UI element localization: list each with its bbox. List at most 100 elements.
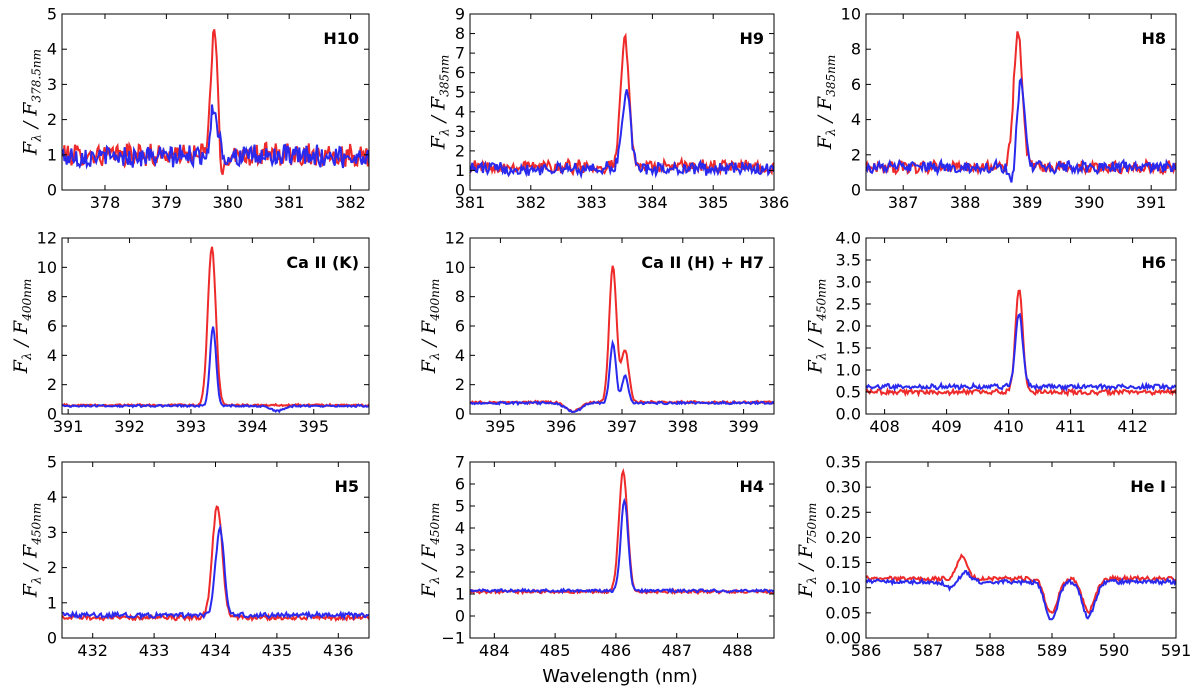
- y-tick-label: 3: [455, 122, 465, 141]
- y-axis-label: Fλ / F450nm: [20, 503, 44, 598]
- y-tick-label: 0: [851, 181, 861, 200]
- x-tick-label: 386: [759, 193, 790, 212]
- panel-label: H6: [1141, 253, 1166, 272]
- panel-3: 387 388 389 390 391 0 2 4 6 8 10 H8 Fλ / F385nm: [814, 5, 1177, 212]
- y-tick-label: 1: [455, 161, 465, 180]
- axes-frame: [469, 13, 775, 191]
- x-tick-label: 488: [722, 641, 753, 660]
- y-axis-label: Fλ / F400nm: [418, 279, 442, 374]
- y-tick-label: 1: [455, 585, 465, 604]
- x-tick-label: 432: [77, 641, 108, 660]
- x-tick-label: 487: [661, 641, 692, 660]
- y-tick-label: 3: [455, 541, 465, 560]
- series-line-red: [470, 265, 774, 414]
- panel-6: 408 409 410 411 412 0.0 0.5 1.0 1.5 2.0 2.5 3.0 3.5 4…: [805, 229, 1177, 436]
- panel-label: He I: [1130, 477, 1166, 496]
- y-tick-label: 5: [455, 497, 465, 516]
- y-tick-label: 8: [455, 287, 465, 306]
- y-tick-label: 3.5: [836, 251, 861, 270]
- x-tick-label: 390: [1074, 193, 1105, 212]
- panel-4: 391 392 393 394 395 0 2 4 6 8 10 12 Ca II (K) Fλ / F4…: [10, 229, 370, 436]
- x-tick-label: 393: [176, 417, 207, 436]
- y-axis-label: Fλ / F385nm: [428, 55, 452, 150]
- panel-label: H10: [323, 29, 359, 48]
- y-tick-label: 1.0: [836, 361, 861, 380]
- x-tick-label: 392: [114, 417, 145, 436]
- x-tick-label: 398: [668, 417, 699, 436]
- x-tick-label: 588: [975, 641, 1006, 660]
- y-tick-label: 2: [851, 145, 861, 164]
- x-tick-label: 591: [1161, 641, 1192, 660]
- x-tick-label: 382: [335, 193, 366, 212]
- x-tick-label: 486: [601, 641, 632, 660]
- y-tick-label: 0: [455, 607, 465, 626]
- x-tick-label: 378: [90, 193, 121, 212]
- x-tick-label: 379: [151, 193, 182, 212]
- y-tick-label: 0: [455, 405, 465, 424]
- x-tick-label: 381: [455, 193, 486, 212]
- y-tick-label: 0.00: [825, 629, 861, 648]
- panel-9: 586 587 588 589 590 591 0.00 0.05 0.10 0.15 0.20 0.…: [795, 453, 1191, 661]
- panel-label: H8: [1141, 29, 1166, 48]
- x-tick-label: 408: [869, 417, 900, 436]
- panel-label: H4: [739, 477, 764, 496]
- y-tick-label: 4: [47, 346, 57, 365]
- y-tick-label: 0.35: [825, 453, 861, 472]
- x-tick-label: 381: [274, 193, 305, 212]
- y-tick-label: 5: [455, 83, 465, 102]
- y-tick-label: 7: [455, 44, 465, 63]
- y-tick-label: 0.25: [825, 503, 861, 522]
- panel-5: 395 396 397 398 399 0 2 4 6 8 10 12 Ca II (H) + H7 Fλ…: [418, 229, 775, 436]
- y-tick-label: 2.0: [836, 317, 861, 336]
- x-tick-label: 484: [479, 641, 510, 660]
- y-tick-label: 6: [455, 317, 465, 336]
- series-line-blue: [470, 339, 774, 414]
- y-tick-label: 0.20: [825, 528, 861, 547]
- series-line-blue: [62, 523, 369, 621]
- x-tick-label: 485: [540, 641, 571, 660]
- panel-label: H5: [334, 477, 359, 496]
- x-tick-label: 409: [931, 417, 962, 436]
- x-tick-label: 396: [546, 417, 577, 436]
- y-tick-label: 10: [37, 258, 57, 277]
- y-tick-label: 0: [47, 629, 57, 648]
- y-tick-label: 0.30: [825, 478, 861, 497]
- series-line-blue: [62, 104, 369, 170]
- y-tick-label: 12: [37, 229, 57, 248]
- y-tick-label: 2: [455, 563, 465, 582]
- y-tick-label: 1: [47, 593, 57, 612]
- y-tick-label: 0.10: [825, 578, 861, 597]
- x-tick-label: 411: [1055, 417, 1086, 436]
- series-line-blue: [470, 89, 774, 180]
- y-tick-label: 8: [455, 24, 465, 43]
- y-tick-label: 2: [47, 558, 57, 577]
- y-tick-label: 9: [455, 5, 465, 24]
- panel-7: 432 433 434 435 436 0 1 2 3 4 5 H5 Fλ / F450nm: [20, 453, 370, 660]
- y-tick-label: 4: [455, 346, 465, 365]
- x-tick-label: 388: [950, 193, 981, 212]
- y-tick-label: 6: [455, 475, 465, 494]
- y-axis-label: Fλ / F400nm: [10, 279, 34, 374]
- panel-8: 484 485 486 487 488 −1 0 1 2 3 4 5 6 7 H4 Fλ / F450nm: [418, 453, 775, 660]
- y-tick-label: 6: [47, 317, 57, 336]
- x-tick-label: 395: [298, 417, 329, 436]
- y-tick-label: 2: [47, 375, 57, 394]
- y-tick-label: 0: [47, 181, 57, 200]
- x-tick-label: 380: [213, 193, 244, 212]
- x-tick-label: 436: [323, 641, 354, 660]
- y-tick-label: 0.05: [825, 603, 861, 622]
- y-tick-label: 4: [455, 102, 465, 121]
- y-tick-label: 3: [47, 523, 57, 542]
- y-tick-label: 6: [851, 75, 861, 94]
- axes-frame: [61, 13, 370, 191]
- series-line-blue: [866, 569, 1176, 621]
- y-tick-label: 4: [47, 488, 57, 507]
- x-tick-label: 395: [485, 417, 516, 436]
- y-tick-label: 0: [455, 181, 465, 200]
- y-tick-label: 8: [47, 287, 57, 306]
- x-axis-label: Wavelength (nm): [542, 666, 698, 687]
- y-tick-label: 12: [445, 229, 465, 248]
- panel-label: H9: [739, 29, 764, 48]
